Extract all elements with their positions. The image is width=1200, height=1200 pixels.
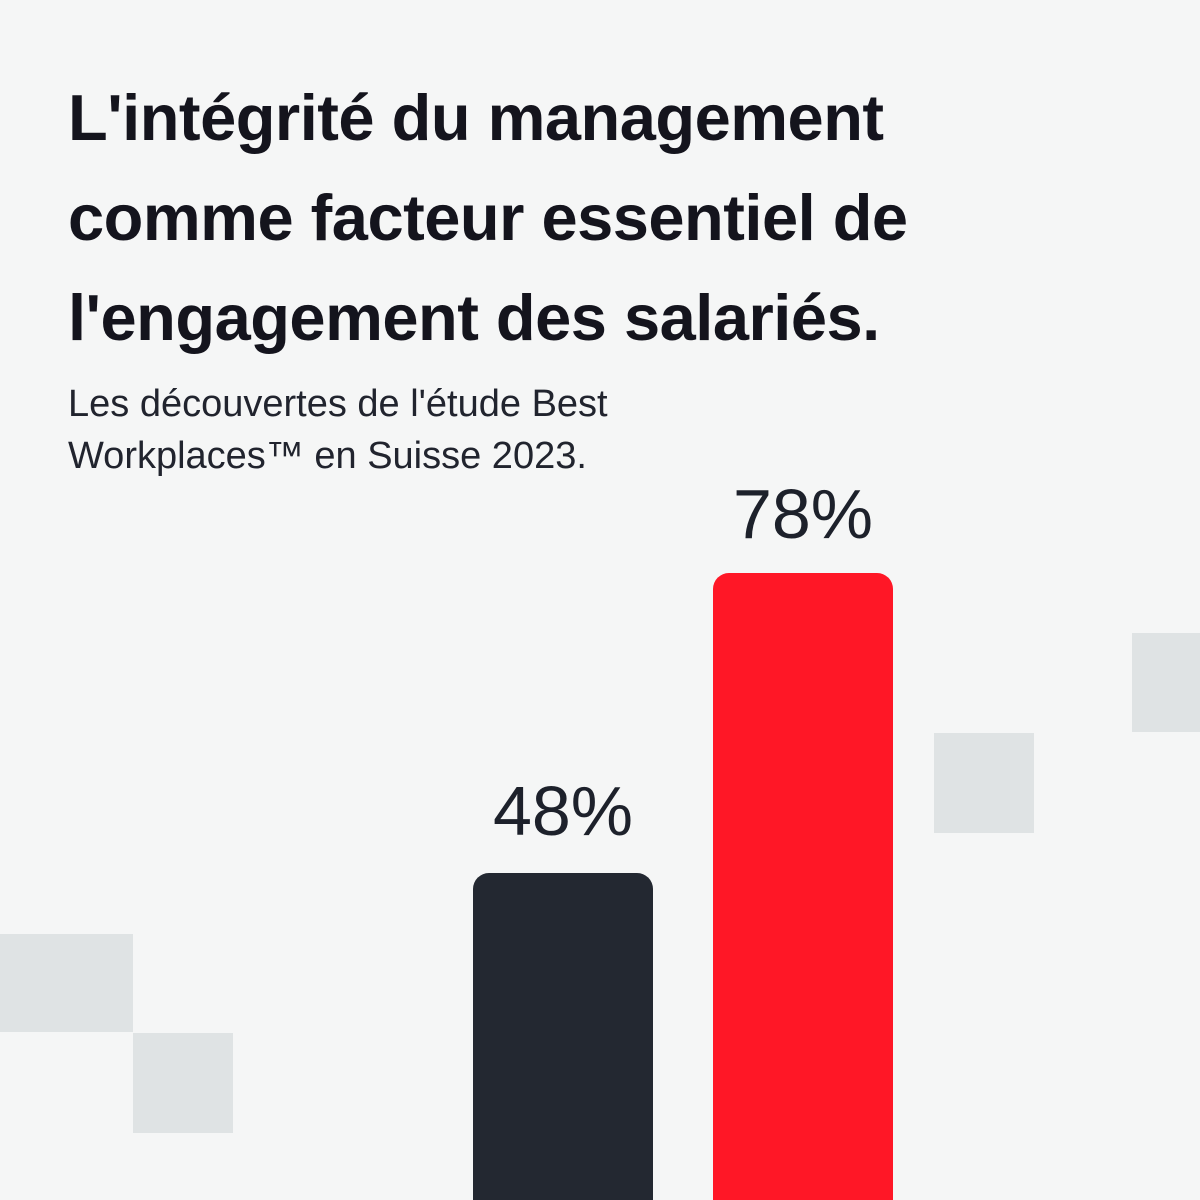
subtitle-line: Workplaces™ en Suisse 2023. [68,435,587,477]
title-line: L'intégrité du management [68,81,884,154]
decor-square [1132,633,1200,732]
page-subtitle: Les découvertes de l'étude Best Workplac… [68,378,608,482]
decor-square [0,934,133,1032]
bar-value-label-78: 78% [732,475,874,553]
title-line: l'engagement des salariés. [68,281,880,354]
title-line: comme facteur essentiel de [68,181,908,254]
page-title: L'intégrité du management comme facteur … [68,68,908,368]
bar-dark-48 [473,873,653,1200]
bar-value-label-48: 48% [492,772,634,850]
subtitle-line: Les découvertes de l'étude Best [68,383,608,425]
decor-square [934,733,1034,833]
bar-red-78 [713,573,893,1200]
decor-square [133,1033,233,1133]
